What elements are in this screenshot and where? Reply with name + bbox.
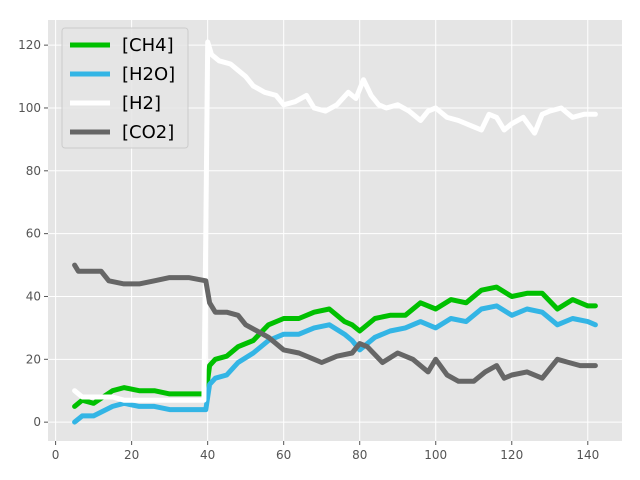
y-tick-label: 40 [26,289,41,303]
axes: 0 20 40 60 80 100 120 140 0 20 40 60 80 100 120 [18,38,599,462]
x-tick-label: 20 [124,448,139,462]
x-tick-label: 0 [52,448,60,462]
legend-label-ch4: [CH4] [122,35,174,56]
legend-label-h2: [H2] [122,93,161,114]
legend: [CH4] [H2O] [H2] [CO2] [61,27,189,149]
series-lines [72,39,598,425]
x-tick-label: 140 [576,448,599,462]
series-line-h2 [72,39,598,403]
y-tick-label: 100 [18,101,41,115]
legend-label-h2o: [H2O] [122,64,175,85]
y-tick-label: 80 [26,164,41,178]
x-tick-label: 60 [276,448,291,462]
series-line-ch4 [72,284,598,409]
legend-box [61,27,189,149]
legend-label-co2: [CO2] [122,122,174,143]
series-line-h2o [72,303,598,425]
y-tick-label: 60 [26,227,41,241]
y-tick-label: 0 [33,415,41,429]
y-tick-label: 120 [18,38,41,52]
y-tick-label: 20 [26,352,41,366]
x-tick-label: 100 [424,448,447,462]
x-tick-label: 120 [500,448,523,462]
x-tick-label: 80 [352,448,367,462]
x-tick-label: 40 [200,448,215,462]
series-line-co2 [72,262,598,384]
